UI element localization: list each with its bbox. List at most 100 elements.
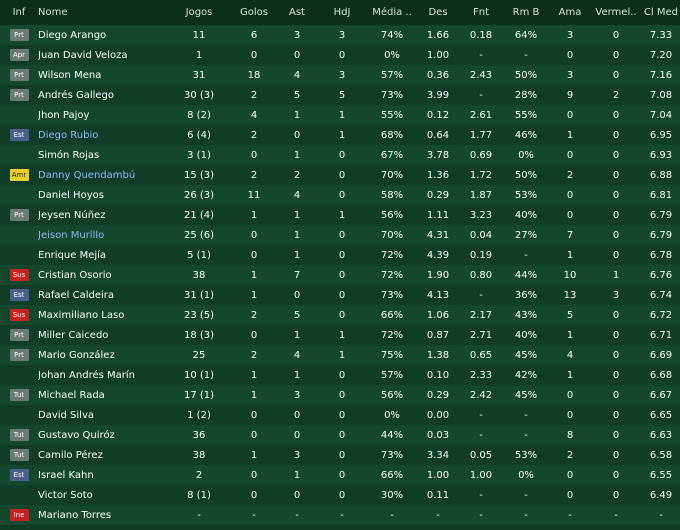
player-name[interactable]: Camilo Pérez [38, 449, 103, 461]
table-row[interactable]: Ine Mariano Torres - - - - - - - - - - - [0, 505, 680, 525]
stat-des: 4.13 [426, 289, 450, 301]
status-badge: Prt [9, 349, 29, 361]
player-name[interactable]: Andrés Gallego [38, 89, 115, 101]
stat-jogos: 10 (1) [183, 369, 215, 381]
column-header-nome[interactable]: Nome [38, 7, 68, 18]
stat-hdj: 1 [338, 349, 346, 361]
player-name[interactable]: Johan Andrés Marín [38, 369, 135, 381]
column-header-hdj[interactable]: HdJ [333, 7, 351, 18]
stat-rmb: 42% [514, 369, 538, 381]
stat-rmb: - [524, 489, 528, 501]
player-name[interactable]: Jhon Pajoy [38, 109, 90, 121]
column-header-ama[interactable]: Ama [558, 7, 582, 18]
table-row[interactable]: Prt Andrés Gallego 30 (3) 2 5 5 73% 3.99 - 28% 9 2 7… [0, 85, 680, 105]
stat-rmb: 36% [514, 289, 538, 301]
column-header-rmb[interactable]: Rm B [512, 7, 540, 18]
player-name[interactable]: Wilson Mena [38, 69, 102, 81]
table-row[interactable]: Johan Andrés Marín 10 (1) 1 1 0 57% 0.10 2.33 42… [0, 365, 680, 385]
stat-golos: 0 [250, 149, 258, 161]
stat-golos: 1 [250, 449, 258, 461]
column-header-inf[interactable]: Inf [12, 7, 26, 18]
stat-ast: - [295, 509, 299, 521]
player-name[interactable]: Danny Quendambú [38, 169, 136, 181]
status-badge: Prt [9, 69, 29, 81]
table-row[interactable]: Jhon Pajoy 8 (2) 4 1 1 55% 0.12 2.61 55% 0 0 7.04 [0, 105, 680, 125]
table-row[interactable]: Tut Michael Rada 17 (1) 1 3 0 56% 0.29 2.42 45% 0 0… [0, 385, 680, 405]
player-name[interactable]: Enrique Mejía [38, 249, 107, 261]
stat-media: 56% [380, 209, 404, 221]
player-name[interactable]: Victor Soto [38, 489, 93, 501]
player-name[interactable]: Mario González [38, 349, 115, 361]
column-header-cl-med[interactable]: Cl Med [643, 7, 679, 18]
stat-media: 0% [384, 409, 400, 421]
player-name[interactable]: Jeysen Núñez [38, 209, 106, 221]
table-row[interactable]: Prt Miller Caicedo 18 (3) 0 1 1 72% 0.87 2.71 40%… [0, 325, 680, 345]
table-row[interactable]: Victor Soto 8 (1) 0 0 0 30% 0.11 - - 0 0 6.49 [0, 485, 680, 505]
stat-media: 66% [380, 469, 404, 481]
table-row[interactable]: Sus Maximiliano Laso 23 (5) 2 5 0 66% 1.06 2.17 4… [0, 305, 680, 325]
column-header-fnt[interactable]: Fnt [472, 7, 489, 18]
player-name[interactable]: Cristian Osorio [38, 269, 112, 281]
table-row[interactable]: Prt Mario González 25 2 4 1 75% 1.38 0.65 45% 4 0 6.… [0, 345, 680, 365]
stat-clmed: 7.08 [649, 89, 673, 101]
stat-ama: 3 [566, 29, 574, 41]
column-header-des[interactable]: Des [428, 7, 448, 18]
table-row[interactable]: Prt Diego Arango 11 6 3 3 74% 1.66 0.18 64% 3 0 7.33 [0, 25, 680, 45]
table-row[interactable]: Amr Danny Quendambú 15 (3) 2 2 0 70% 1.36 1.72 50… [0, 165, 680, 185]
player-name[interactable]: Maximiliano Laso [38, 309, 125, 321]
player-name[interactable]: Mariano Torres [38, 509, 112, 521]
stat-ama: 10 [563, 269, 577, 281]
status-badge: Est [9, 289, 29, 301]
stat-jogos: 38 [192, 269, 206, 281]
stat-ama: 2 [566, 449, 574, 461]
player-name[interactable]: Rafael Caldeira [38, 289, 115, 301]
table-row[interactable]: Simón Rojas 3 (1) 0 1 0 67% 3.78 0.69 0% 0 0 6.93 [0, 145, 680, 165]
player-name[interactable]: Diego Rubio [38, 129, 99, 141]
player-name[interactable]: David Silva [38, 409, 95, 421]
stat-clmed: 6.88 [649, 169, 673, 181]
table-row[interactable]: Apr Juan David Veloza 1 0 0 0 0% 1.00 - - 0 0 7.20 [0, 45, 680, 65]
stat-golos: 2 [250, 129, 258, 141]
table-row[interactable]: Tut Gustavo Quiróz 36 0 0 0 44% 0.03 - - 8 0 6.63 [0, 425, 680, 445]
table-row[interactable]: David Silva 1 (2) 0 0 0 0% 0.00 - - 0 0 6.65 [0, 405, 680, 425]
column-header-ast[interactable]: Ast [289, 7, 305, 18]
column-header-jogos[interactable]: Jogos [185, 7, 213, 18]
stat-golos: 18 [247, 69, 261, 81]
player-name[interactable]: Michael Rada [38, 389, 105, 401]
stat-des: 1.00 [426, 469, 450, 481]
table-row[interactable]: Jeison Murillo 25 (6) 0 1 0 70% 4.31 0.04 27% 7 0 6… [0, 225, 680, 245]
table-row[interactable]: Daniel Hoyos 26 (3) 11 4 0 58% 0.29 1.87 53% 0 0 6.… [0, 185, 680, 205]
player-name[interactable]: Israel Kahn [38, 469, 94, 481]
player-name[interactable]: Diego Arango [38, 29, 107, 41]
stat-media: 57% [380, 369, 404, 381]
column-header-golos[interactable]: Golos [240, 7, 268, 18]
column-header-media[interactable]: Média .. [372, 7, 412, 18]
column-header-vermelhos[interactable]: Vermel.. [595, 7, 637, 18]
table-row[interactable]: Est Diego Rubio 6 (4) 2 0 1 68% 0.64 1.77 46% 1 0 6.… [0, 125, 680, 145]
stat-jogos: 31 [192, 69, 206, 81]
table-row[interactable]: Enrique Mejía 5 (1) 0 1 0 72% 4.39 0.19 - 1 0 6.78 [0, 245, 680, 265]
stat-des: 4.39 [426, 249, 450, 261]
stat-des: 1.36 [426, 169, 450, 181]
info-cell: Sus [0, 305, 38, 325]
player-name[interactable]: Gustavo Quiróz [38, 429, 115, 441]
player-name[interactable]: Miller Caicedo [38, 329, 109, 341]
stat-verm: 0 [612, 149, 620, 161]
stat-media: 75% [380, 349, 404, 361]
stat-golos: 1 [250, 389, 258, 401]
table-row[interactable]: Prt Jeysen Núñez 21 (4) 1 1 1 56% 1.11 3.23 40% 0 0… [0, 205, 680, 225]
player-name[interactable]: Jeison Murillo [38, 229, 105, 241]
stat-clmed: 6.79 [649, 209, 673, 221]
player-name[interactable]: Daniel Hoyos [38, 189, 104, 201]
stat-rmb: - [524, 409, 528, 421]
table-row[interactable]: Est Rafael Caldeira 31 (1) 1 0 0 73% 4.13 - 36% 13… [0, 285, 680, 305]
table-row[interactable]: Prt Wilson Mena 31 18 4 3 57% 0.36 2.43 50% 3 0 7.16 [0, 65, 680, 85]
stat-clmed: 6.65 [649, 409, 673, 421]
table-row[interactable]: Tut Camilo Pérez 38 1 3 0 73% 3.34 0.05 53% 2 0 6.58 [0, 445, 680, 465]
player-name[interactable]: Simón Rojas [38, 149, 100, 161]
table-row[interactable]: Est Israel Kahn 2 0 1 0 66% 1.00 1.00 0% 0 0 6.55 [0, 465, 680, 485]
stat-golos: 2 [250, 169, 258, 181]
table-row[interactable]: Sus Cristian Osorio 38 1 7 0 72% 1.90 0.80 44% 10 1… [0, 265, 680, 285]
stat-clmed: 6.93 [649, 149, 673, 161]
player-name[interactable]: Juan David Veloza [38, 49, 128, 61]
